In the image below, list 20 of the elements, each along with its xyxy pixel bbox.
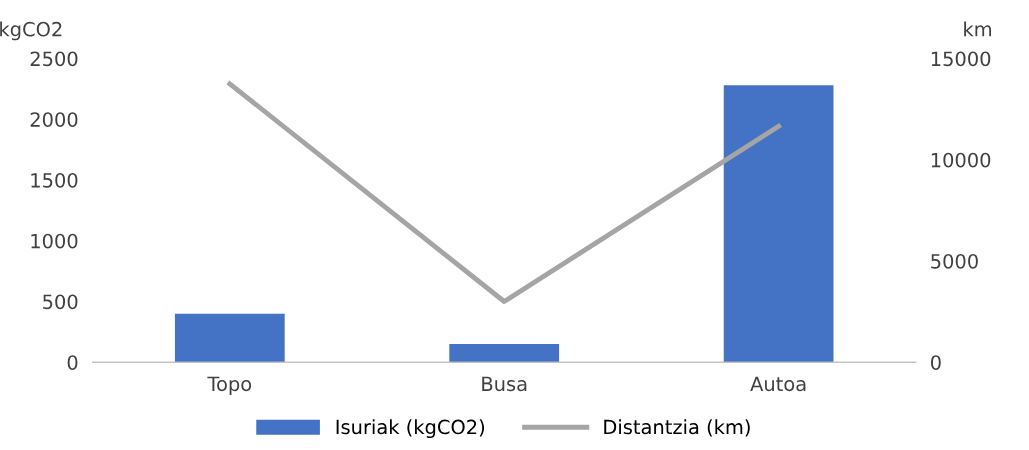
bar [723, 85, 834, 363]
y2-tick-label: 0 [930, 355, 941, 370]
legend-label: Distantzia (km) [604, 419, 750, 437]
y2-tick-label: 10000 [931, 152, 991, 168]
y-tick-label: 2500 [30, 51, 78, 67]
x-tick-label: Busa [482, 376, 527, 392]
y-tick-label: 1000 [31, 233, 78, 249]
y-tick-label: 0 [67, 355, 78, 370]
y-tick-label: 500 [43, 294, 78, 310]
y-axis-title: kgCO2 [0, 21, 62, 41]
bar [449, 344, 560, 363]
y2-axis-title: km [964, 21, 991, 37]
bar [174, 313, 285, 363]
x-tick-label: Autoa [750, 376, 806, 392]
y-tick-label: 1500 [31, 172, 78, 188]
y2-tick-label: 15000 [931, 51, 991, 67]
legend-label: Isuriak (kgCO2) [336, 419, 485, 439]
y-tick-label: 2000 [30, 112, 78, 127]
x-tick-label: Topo [207, 376, 252, 395]
y2-tick-label: 5000 [931, 253, 978, 269]
